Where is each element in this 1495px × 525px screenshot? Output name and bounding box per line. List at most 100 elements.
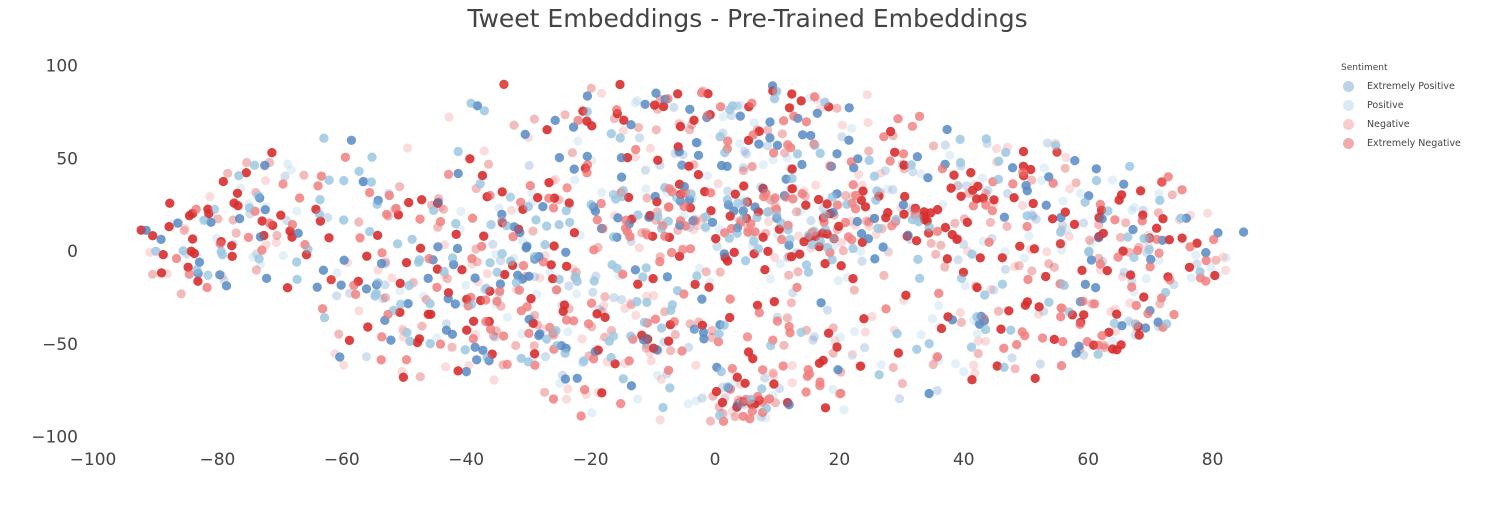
point-extremely-positive	[590, 347, 600, 357]
point-positive	[1129, 202, 1139, 212]
point-extremely-negative	[597, 388, 607, 398]
point-negative	[473, 277, 483, 287]
point-extremely-negative	[928, 359, 938, 370]
point-negative	[825, 247, 835, 258]
point-extremely-positive	[478, 345, 488, 355]
point-extremely-positive	[758, 184, 768, 194]
point-extremely-negative	[1030, 373, 1040, 383]
point-negative	[552, 285, 562, 295]
point-extremely-negative	[754, 395, 764, 405]
point-extremely-positive	[697, 393, 707, 403]
point-extremely-positive	[1021, 181, 1031, 191]
point-positive	[526, 313, 536, 323]
point-negative	[969, 180, 980, 190]
point-negative	[1131, 300, 1141, 311]
point-negative	[295, 193, 305, 203]
point-positive	[828, 384, 838, 394]
point-positive	[915, 273, 925, 283]
point-negative	[535, 273, 545, 283]
point-extremely-negative	[423, 309, 433, 319]
point-extremely-negative	[184, 211, 195, 221]
point-negative	[785, 328, 795, 338]
point-extremely-negative	[626, 300, 637, 310]
point-extremely-negative	[674, 251, 685, 261]
point-negative	[1008, 179, 1018, 189]
point-extremely-negative	[926, 238, 936, 248]
point-negative	[727, 406, 737, 416]
point-negative	[1143, 230, 1153, 240]
point-positive	[924, 222, 934, 232]
point-positive	[354, 166, 364, 176]
point-extremely-negative	[804, 232, 815, 242]
point-extremely-positive	[378, 294, 388, 304]
point-extremely-negative	[476, 295, 486, 306]
point-extremely-negative	[597, 307, 607, 317]
point-extremely-negative	[427, 200, 437, 210]
point-positive	[460, 345, 470, 355]
point-negative	[581, 389, 591, 400]
point-positive	[666, 305, 676, 315]
point-positive	[551, 326, 561, 336]
point-negative	[1055, 279, 1065, 289]
point-extremely-positive	[723, 200, 734, 210]
point-extremely-negative	[708, 391, 718, 401]
point-negative	[1023, 274, 1033, 285]
point-positive	[692, 271, 702, 281]
point-negative	[618, 269, 628, 279]
point-positive	[614, 271, 625, 281]
point-positive	[1107, 336, 1118, 346]
point-positive	[787, 173, 797, 184]
point-positive	[236, 183, 246, 193]
point-positive	[542, 221, 552, 231]
point-extremely-negative	[417, 195, 427, 205]
point-extremely-negative	[546, 260, 556, 270]
point-positive	[720, 394, 730, 404]
point-extremely-positive	[783, 253, 793, 263]
point-extremely-negative	[1121, 218, 1131, 228]
point-positive	[749, 236, 759, 246]
point-extremely-positive	[656, 217, 667, 227]
point-extremely-negative	[715, 267, 725, 277]
point-negative	[376, 355, 386, 365]
point-extremely-positive	[1127, 276, 1137, 286]
point-extremely-negative	[933, 205, 943, 215]
point-negative	[669, 317, 679, 327]
point-extremely-negative	[251, 265, 261, 275]
point-extremely-negative	[799, 237, 809, 247]
point-extremely-positive	[688, 216, 698, 226]
point-positive	[1062, 225, 1072, 235]
point-negative	[316, 171, 326, 181]
point-negative	[1185, 242, 1195, 252]
point-positive	[339, 176, 349, 186]
point-extremely-negative	[165, 198, 175, 208]
point-positive	[167, 219, 178, 229]
point-positive	[365, 226, 375, 237]
point-positive	[916, 169, 926, 179]
point-extremely-positive	[1039, 306, 1049, 316]
point-positive	[632, 96, 642, 106]
point-positive	[494, 203, 504, 213]
point-extremely-negative	[380, 257, 391, 267]
point-extremely-negative	[940, 222, 951, 233]
point-positive	[466, 299, 477, 309]
point-extremely-positive	[524, 160, 534, 171]
point-extremely-negative	[971, 281, 981, 291]
point-positive	[517, 236, 528, 246]
point-positive	[1176, 213, 1186, 223]
point-extremely-negative	[741, 213, 752, 223]
point-extremely-negative	[533, 193, 543, 203]
point-negative	[1082, 337, 1092, 347]
point-extremely-negative	[694, 317, 704, 327]
point-extremely-negative	[287, 232, 297, 242]
point-negative	[881, 304, 891, 314]
point-extremely-positive	[1007, 353, 1017, 363]
point-negative	[485, 190, 495, 201]
point-extremely-positive	[1079, 350, 1089, 360]
point-extremely-negative	[1094, 232, 1104, 242]
point-negative	[205, 192, 215, 202]
point-positive	[1107, 175, 1117, 185]
point-extremely-positive	[1117, 321, 1127, 331]
point-extremely-positive	[380, 315, 390, 325]
point-negative	[876, 168, 886, 178]
point-negative	[934, 288, 944, 298]
